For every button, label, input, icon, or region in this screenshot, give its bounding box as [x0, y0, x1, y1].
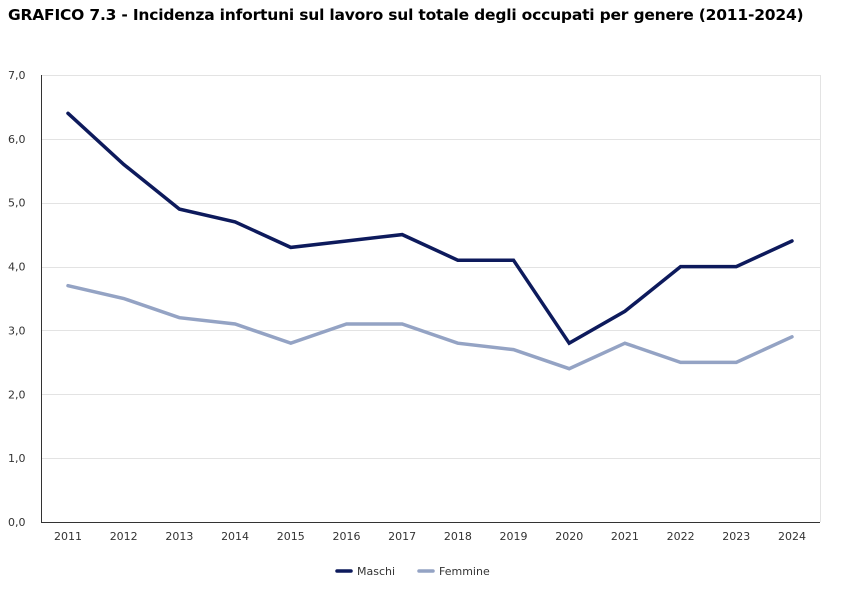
- x-tick-label: 2017: [388, 530, 416, 543]
- x-tick-label: 2020: [555, 530, 583, 543]
- x-tick-label: 2021: [611, 530, 639, 543]
- x-tick-label: 2019: [500, 530, 528, 543]
- y-tick-label: 5,0: [8, 197, 26, 210]
- y-tick-label: 6,0: [8, 133, 26, 146]
- x-axis: 2011 2012 2013 2014 2015 2016 2017 2018 2019 2020…: [54, 530, 806, 543]
- chart-title: GRAFICO 7.3 - Incidenza infortuni sul la…: [8, 6, 804, 24]
- x-tick-label: 2014: [221, 530, 249, 543]
- y-tick-label: 3,0: [8, 324, 26, 337]
- y-tick-label: 4,0: [8, 261, 26, 274]
- y-axis: 0,0 1,0 2,0 3,0 4,0 5,0 6,0 7,0: [8, 69, 26, 529]
- y-tick-label: 0,0: [8, 516, 26, 529]
- series-lines: [66, 111, 794, 371]
- plot-frame: [41, 75, 821, 523]
- x-tick-label: 2018: [444, 530, 472, 543]
- legend-label-femmine: Femmine: [439, 565, 490, 578]
- y-tick-label: 7,0: [8, 69, 26, 82]
- x-tick-label: 2024: [778, 530, 806, 543]
- x-tick-label: 2013: [165, 530, 193, 543]
- x-tick-label: 2023: [722, 530, 750, 543]
- x-tick-label: 2022: [667, 530, 695, 543]
- x-tick-label: 2011: [54, 530, 82, 543]
- legend: Maschi Femmine: [335, 565, 490, 578]
- series-line-maschi: [66, 111, 794, 346]
- x-tick-label: 2015: [277, 530, 305, 543]
- x-tick-label: 2012: [110, 530, 138, 543]
- y-tick-label: 2,0: [8, 388, 26, 401]
- x-tick-label: 2016: [332, 530, 360, 543]
- legend-label-maschi: Maschi: [357, 565, 395, 578]
- y-tick-label: 1,0: [8, 452, 26, 465]
- series-line-femmine: [66, 283, 794, 371]
